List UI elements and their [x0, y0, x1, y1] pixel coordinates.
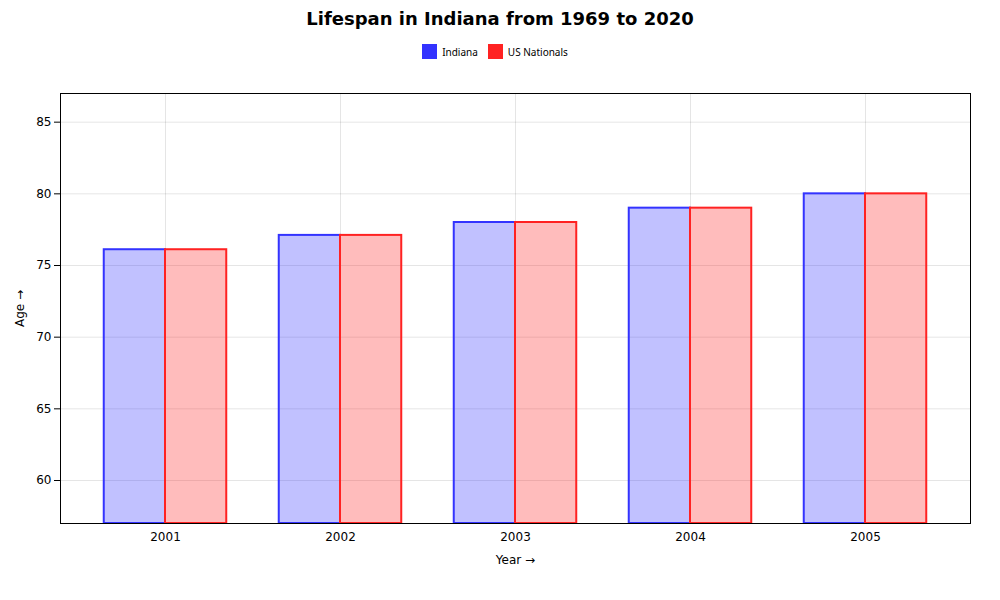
svg-text:2004: 2004 [675, 530, 706, 544]
svg-text:Age →: Age → [13, 290, 27, 327]
svg-text:2001: 2001 [150, 530, 181, 544]
svg-text:Year →: Year → [495, 553, 535, 567]
svg-text:85: 85 [36, 115, 51, 129]
svg-text:70: 70 [36, 330, 51, 344]
svg-text:2005: 2005 [850, 530, 881, 544]
html-text:Lifespan in Indiana from 1969: Lifespan in Indiana from 1969 to 2020 [306, 8, 694, 29]
svg-text:60: 60 [36, 473, 51, 487]
svg-text:80: 80 [36, 187, 51, 201]
svg-text:2002: 2002 [325, 530, 356, 544]
html-text:US Nationals: US Nationals [507, 44, 568, 59]
html-text:Indiana: Indiana [442, 44, 478, 59]
svg-text:75: 75 [36, 258, 51, 272]
svg-text:2003: 2003 [500, 530, 531, 544]
svg-text:65: 65 [36, 402, 51, 416]
